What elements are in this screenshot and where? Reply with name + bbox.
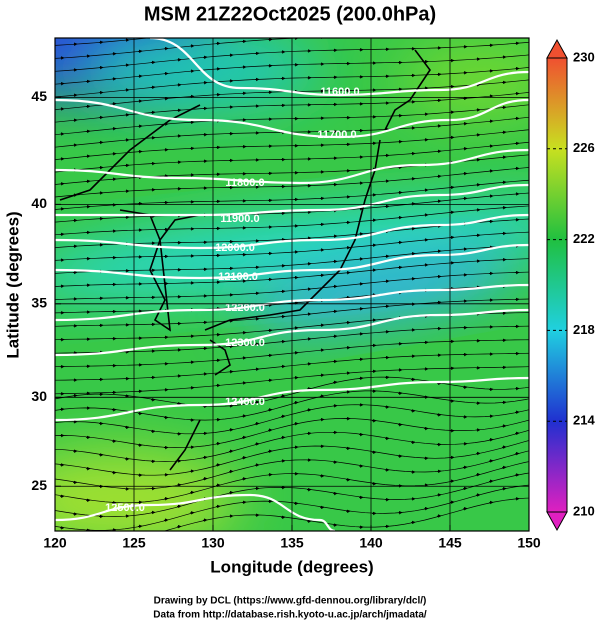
streamline (163, 497, 529, 531)
contour-line (55, 308, 529, 357)
contour-line (55, 183, 529, 217)
contours: 11600.0 11700.0 11800.0 11900.0 12000.0 12100… (55, 38, 529, 531)
colorbar-tick-label: 214 (573, 413, 595, 428)
contour-label: 12400.0 (225, 396, 265, 408)
streamlines (55, 38, 529, 531)
y-tick-label: 30 (31, 388, 47, 404)
colorbar-tick-label: 210 (573, 503, 595, 518)
x-axis-label: Longitude (degrees) (210, 557, 373, 576)
y-axis-label: Latitude (degrees) (3, 211, 22, 358)
colorbar-tick-label: 218 (573, 322, 595, 337)
contour-label: 11600.0 (320, 86, 359, 98)
contour-line (55, 283, 529, 322)
contour-label: 12300.0 (225, 337, 265, 349)
y-tick-label: 45 (31, 88, 47, 104)
contour-label: 12100.0 (218, 271, 258, 283)
x-tick-label: 140 (359, 535, 383, 551)
colorbar-tick-label: 230 (573, 49, 595, 64)
credit: Data from http://database.rish.kyoto-u.a… (153, 610, 427, 621)
contour-line (55, 493, 336, 531)
contour-label: 12500.0 (105, 502, 145, 514)
contour-line (55, 148, 529, 185)
contour-line (149, 38, 529, 97)
colorbar-bottom-arrow (546, 511, 568, 532)
title: MSM 21Z22Oct2025 (200.0hPa) (144, 3, 436, 25)
colorbar-top-arrow (546, 38, 568, 59)
contour-label: 12200.0 (225, 302, 265, 314)
x-tick-label: 120 (43, 535, 67, 551)
x-tick-label: 150 (517, 535, 541, 551)
contour-label: 11800.0 (225, 177, 264, 189)
contour-line (55, 243, 529, 280)
y-tick-label: 25 (31, 477, 47, 493)
contour-line (55, 98, 529, 139)
contour-label: 11900.0 (220, 213, 259, 225)
temperature-field: 11600.0 11700.0 11800.0 11900.0 12000.0 12100… (55, 38, 529, 531)
contour-label: 12000.0 (215, 242, 255, 254)
contour-label: 11700.0 (317, 129, 356, 141)
x-tick-label: 130 (201, 535, 225, 551)
credit: Drawing by DCL (https://www.gfd-dennou.o… (154, 596, 427, 607)
y-tick-label: 40 (31, 195, 47, 211)
colorbar-tick-label: 222 (573, 231, 595, 246)
colorbar-tick-label: 226 (573, 140, 595, 155)
coastlines (59, 49, 431, 471)
colorbar (546, 57, 568, 513)
x-tick-label: 125 (122, 535, 146, 551)
x-tick-label: 145 (438, 535, 462, 551)
contour-line (55, 376, 529, 422)
x-tick-label: 135 (280, 535, 304, 551)
contour-line (55, 213, 529, 250)
y-tick-label: 35 (31, 294, 47, 310)
